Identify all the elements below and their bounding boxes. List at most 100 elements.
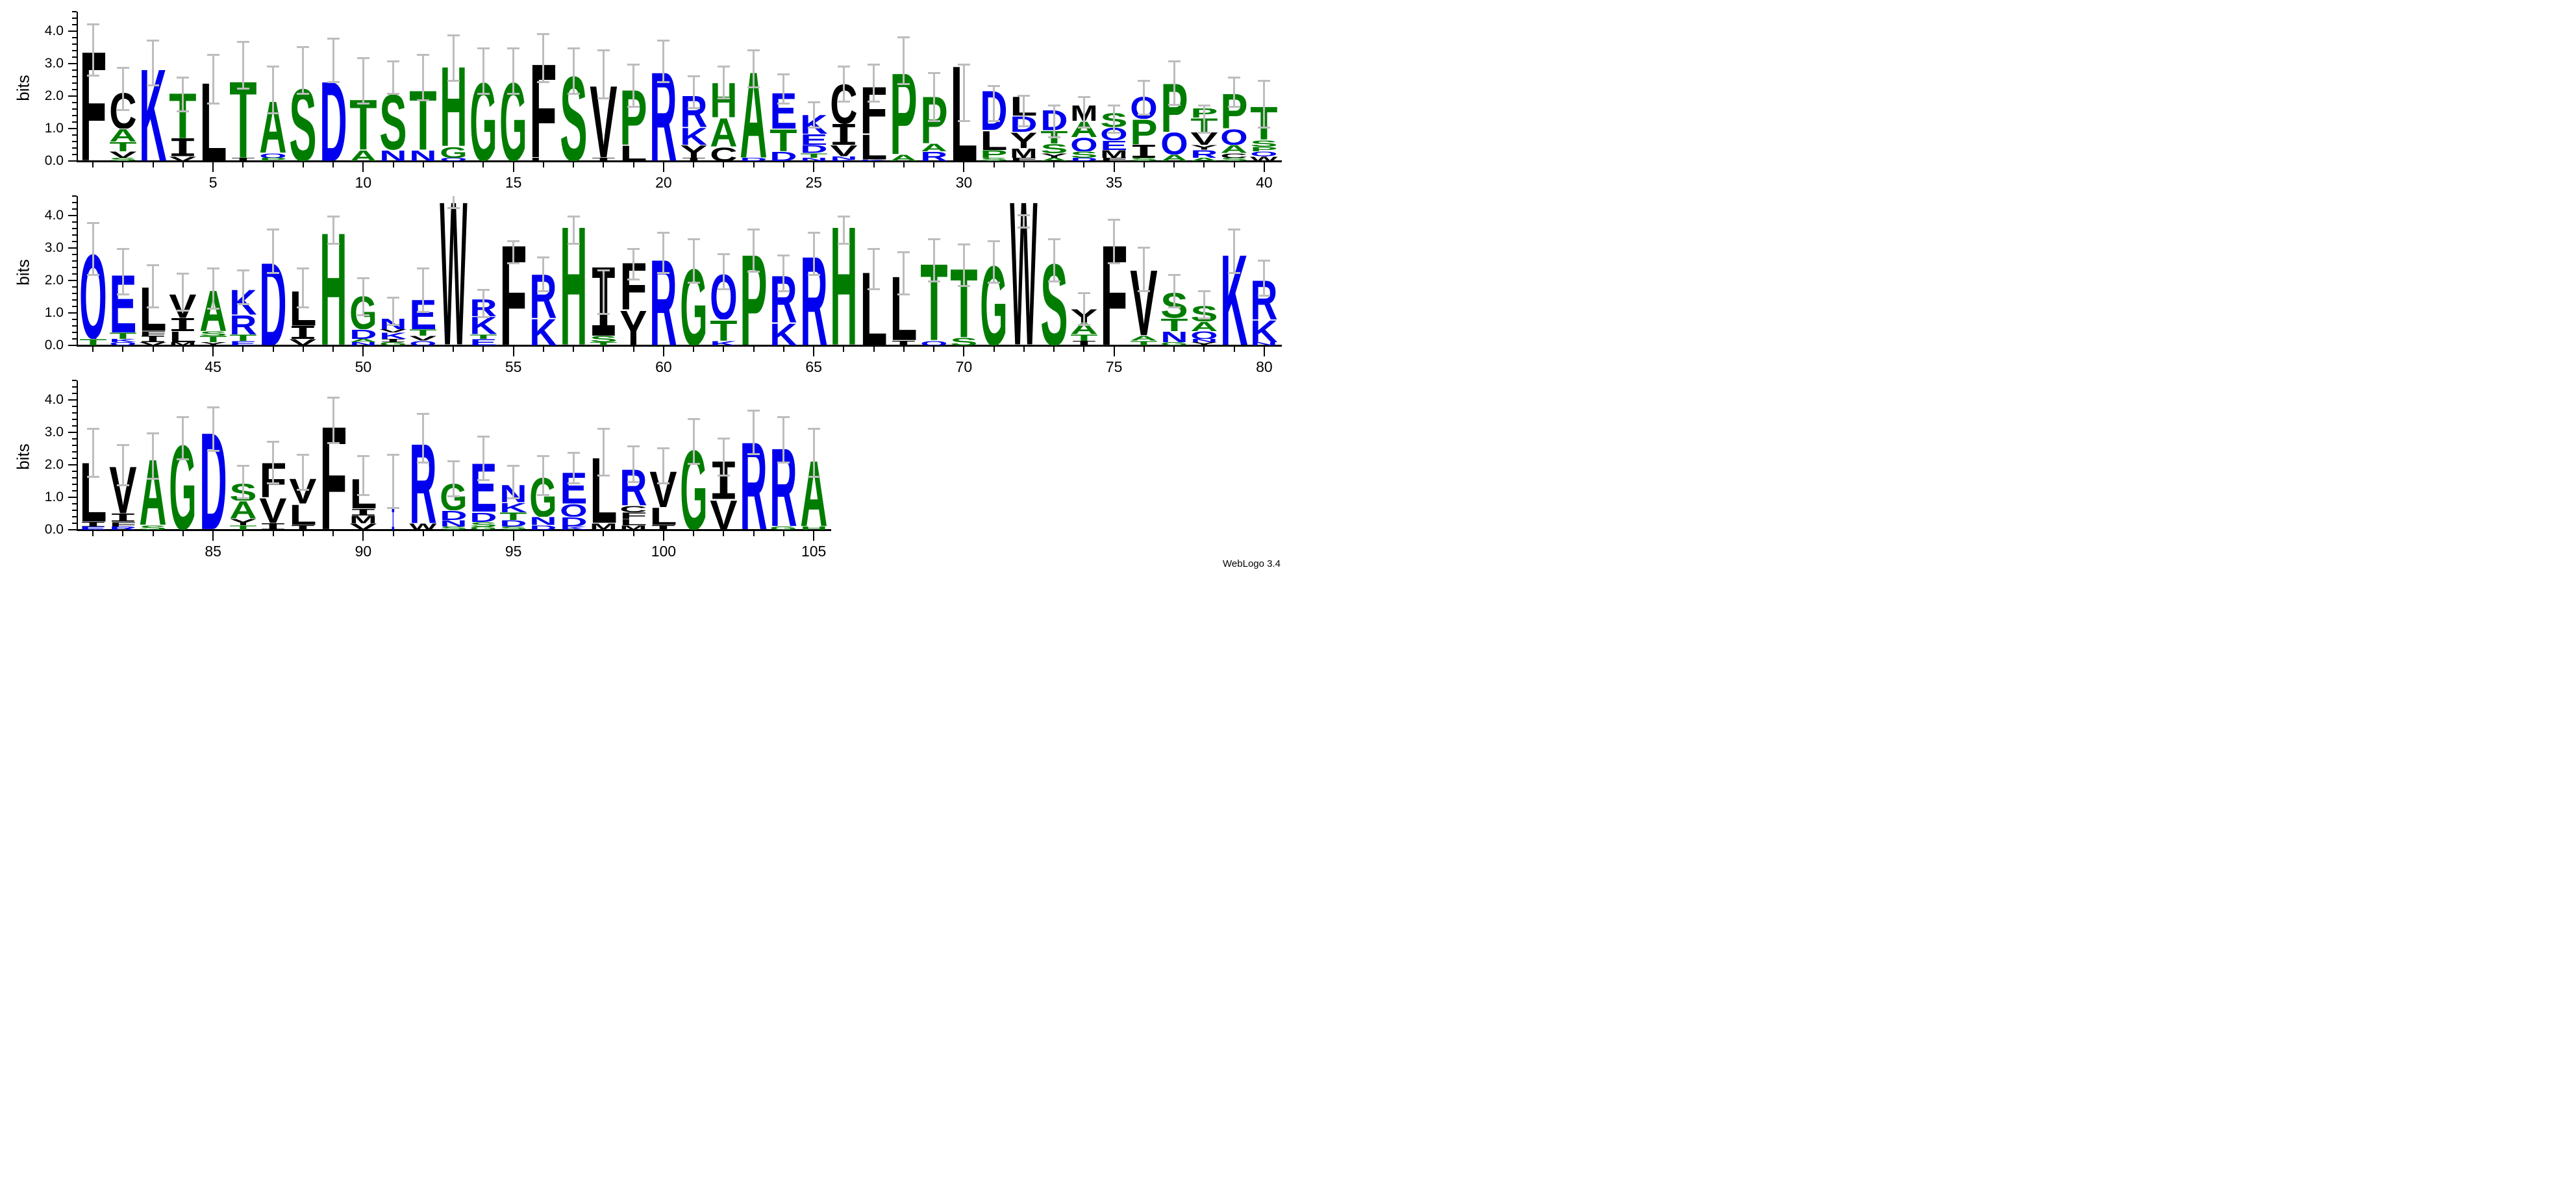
y-minor-tick [72,438,77,440]
logo-letter-S-pos-83: S [138,525,168,530]
logo-letter-E-pos-81: E [79,527,108,530]
y-axis-line [77,380,78,531]
error-bar-pos-41 [86,222,99,276]
error-bar-pos-34 [1077,96,1090,129]
y-major-tick [68,215,77,216]
error-bar-pos-31 [988,84,1001,122]
y-major-tick [68,399,77,401]
logo-letter-Y-pos-32: Y [1009,132,1038,148]
y-minor-tick [72,458,77,459]
svg-text:M: M [349,515,377,524]
logo-letter-Q-pos-78: Q [1190,331,1219,340]
logo-letter-S-pos-34: S [1069,151,1099,158]
error-bar-cap-bottom [897,293,910,295]
error-bar-pos-26 [837,65,850,103]
error-bar-pos-98 [597,427,610,477]
error-bar-cap-bottom [657,81,670,83]
logo-letter-R-pos-46: R [229,315,258,334]
y-tick-label: 1.0 [44,121,64,136]
logo-letter-glyph: D [469,512,497,522]
error-bar-cap-bottom [988,120,1001,122]
logo-letter-glyph [171,317,195,331]
svg-text:Q: Q [440,158,467,161]
x-major-tick [512,531,514,541]
logo-letter-glyph: R [109,527,136,530]
logo-letter-K-pos-51: K [379,332,408,339]
y-minor-tick [72,121,77,123]
logo-letter-glyph: H [319,229,347,345]
logo-letter-glyph: K [680,127,708,145]
logo-column-44: MLV [168,196,198,345]
error-bar-cap-bottom [327,81,340,83]
error-bar-cap-bottom [567,482,580,484]
svg-text:K: K [109,339,137,342]
logo-column-49: H [318,196,348,345]
logo-letter-M-pos-99: M [619,525,648,530]
svg-text:Y: Y [1190,342,1218,345]
svg-text:F: F [619,512,647,519]
y-minor-tick [72,37,77,38]
error-bar-cap-top [177,77,190,79]
logo-letter-glyph: T [349,98,377,150]
logo-letter-Q-pos-69: Q [919,341,949,346]
logo-letter-M-pos-98: M [589,523,618,530]
logo-letter-P-pos-36: P [1129,119,1158,145]
logo-letter-E-pos-35: E [1099,140,1129,150]
x-minor-tick [482,531,484,536]
error-bar-cap-bottom [356,102,369,105]
svg-text:V: V [259,497,287,523]
logo-letter-S-pos-70: S [949,338,979,346]
svg-text:K: K [830,160,858,162]
y-minor-tick [72,82,77,84]
error-bar-cap-bottom [868,288,881,290]
error-bar-pos-62 [717,253,730,290]
svg-text:D: D [800,145,827,153]
svg-text:K: K [560,527,588,530]
logo-letter-glyph: H [800,527,827,530]
svg-text:Q: Q [560,504,587,517]
error-bar-cap-bottom [116,484,129,486]
logo-letter-glyph [171,138,195,156]
y-major-tick [68,95,77,97]
svg-text:R: R [920,151,947,161]
x-tick-label: 65 [805,358,822,375]
logo-letter-glyph [1073,340,1095,345]
error-bar-cap-top [957,64,970,66]
y-minor-tick [72,523,77,524]
x-tick-label: 20 [655,174,672,191]
logo-letter-glyph: A [349,339,377,342]
error-bar-cap-top [717,437,730,440]
error-bar-pos-57 [567,216,580,245]
logo-letter-glyph: Q [1190,331,1218,340]
error-bar-pos-8 [297,45,310,95]
x-minor-tick [542,347,544,352]
error-bar-cap-bottom [717,288,730,290]
error-bar-pos-82 [116,443,129,486]
y-tick-label: 3.0 [44,425,64,440]
x-tick-label: 100 [651,543,677,560]
logo-letter-D-pos-34: D [1069,158,1099,161]
y-minor-tick [72,503,77,504]
x-minor-tick [272,531,274,536]
error-bar-cap-top [687,75,700,77]
error-bar-pos-28 [897,36,910,85]
logo-row-3: bits 0.0 1.0 2.0 3.0 4.0 E L R F V S A G 85 D T Y A S V F L V F 9… [0,373,1299,560]
x-minor-tick [723,162,725,167]
x-major-tick [362,531,364,541]
y-major-tick [68,31,77,32]
error-bar-cap-top [417,413,430,415]
error-bar-pos-61 [687,238,700,284]
logo-letter-R-pos-20: R [649,69,678,162]
error-bar-cap-bottom [807,127,820,129]
logo-letter-K-pos-54: K [469,316,498,334]
logo-letter-glyph: D [560,517,587,527]
logo-letter-glyph: G [440,147,467,158]
x-minor-tick [1203,162,1205,167]
error-bar-pos-102 [717,437,730,477]
logo-letter-Y-pos-59: Y [619,310,648,345]
x-minor-tick [542,531,544,536]
svg-text:C: C [1220,153,1247,158]
logo-letter-D-pos-23: D [739,158,768,161]
